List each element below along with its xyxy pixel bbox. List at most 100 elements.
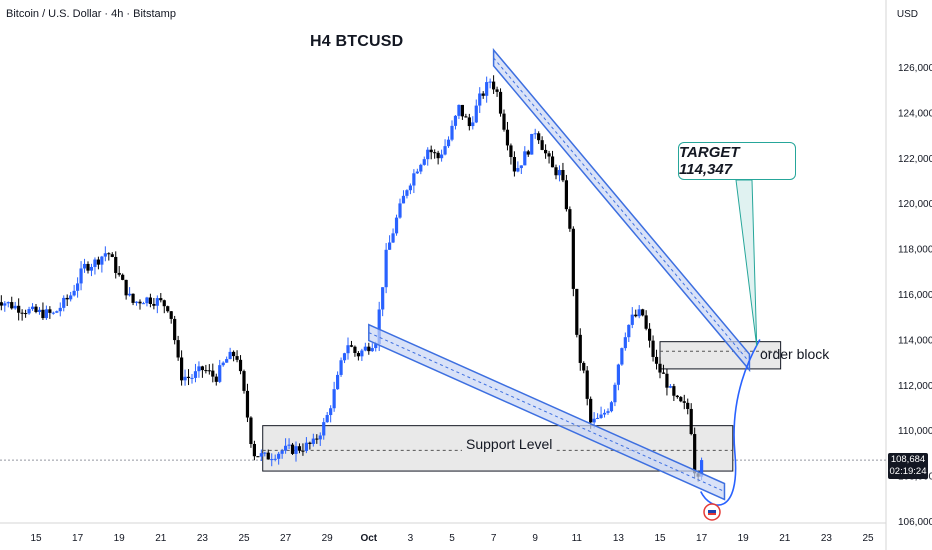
candle-body (540, 140, 544, 150)
candle-body (526, 151, 530, 155)
candle-body (571, 228, 575, 289)
y-tick-label: 120,000 (898, 199, 932, 210)
candle-body (429, 149, 433, 153)
candle-body (27, 309, 31, 314)
candle-body (117, 272, 121, 275)
candle-body (89, 266, 94, 271)
candle-body (693, 434, 697, 474)
candle-body (166, 306, 170, 312)
candle-body (682, 401, 686, 403)
x-tick-label: 5 (449, 533, 455, 544)
candle-body (394, 217, 399, 234)
candle-body (183, 376, 187, 381)
candle-body (173, 318, 177, 341)
candle-body (13, 305, 17, 309)
candle-body (446, 139, 451, 147)
candle-body (353, 346, 357, 353)
y-tick-label: 126,000 (898, 63, 932, 74)
candle-body (502, 113, 506, 130)
candle-body (204, 370, 208, 372)
y-tick-label: 118,000 (898, 245, 932, 256)
candle-body (297, 446, 302, 451)
candle-body (339, 360, 343, 375)
x-axis: 15 17 19 21 23 25 27 29 Oct 3 5 7 9 11 13 15 17 19 21 23 25 (30, 533, 874, 544)
candle-body (405, 190, 409, 196)
candle-body (263, 452, 267, 454)
candle-body (322, 422, 326, 436)
candle-body (561, 169, 565, 181)
candle-body (550, 156, 555, 168)
candle-body (124, 279, 128, 296)
candle-body (689, 408, 693, 435)
candle-body (349, 345, 354, 347)
candle-body (637, 309, 641, 317)
flag-icon[interactable] (703, 503, 721, 521)
candle-body (585, 370, 589, 399)
candle-body (460, 104, 464, 117)
candle-body (606, 411, 610, 413)
currency-label[interactable]: USD (896, 9, 918, 20)
candle-body (128, 293, 132, 296)
candle-body (415, 171, 419, 174)
candle-body (644, 315, 648, 329)
x-tick-label: 25 (238, 533, 250, 544)
candle-body (342, 353, 347, 361)
candle-body (162, 300, 166, 307)
candle-body (381, 287, 385, 310)
y-tick-label: 122,000 (898, 154, 932, 165)
x-tick-label: 19 (738, 533, 750, 544)
candle-body (356, 352, 360, 357)
candle-body (141, 303, 146, 305)
candle-body (596, 417, 600, 419)
candle-body (634, 314, 638, 317)
candle-body (228, 351, 232, 360)
candle-body (564, 180, 568, 210)
candle-body (401, 195, 406, 204)
candle-body (474, 105, 478, 123)
candle-body (30, 306, 35, 310)
candle-body (55, 311, 59, 313)
wedge-lower-channel-midline (368, 332, 725, 492)
candle-body (69, 295, 73, 300)
candle-body (602, 412, 607, 415)
x-tick-label: 17 (696, 533, 708, 544)
candle-body (346, 345, 350, 354)
y-axis: 106,000108,000110,000112,000114,000116,0… (898, 63, 932, 528)
candle-body (301, 450, 305, 452)
candle-body (103, 253, 107, 257)
candle-body (557, 169, 562, 176)
candle-body (284, 445, 288, 451)
candle-body (436, 152, 440, 159)
candle-body (665, 373, 669, 388)
candle-body (599, 414, 603, 418)
candle-body (675, 395, 679, 398)
candle-body (211, 370, 215, 377)
candle-body (661, 372, 666, 374)
candle-body (159, 298, 163, 301)
candle-body (505, 129, 510, 146)
wedge-upper-channel-midline (493, 57, 750, 363)
candle-body (259, 453, 263, 457)
target-callout: TARGET 114,347 (678, 142, 796, 180)
candle-body (471, 122, 475, 127)
candle-body (450, 125, 454, 140)
order-block-label: order block (760, 346, 830, 362)
candle-body (589, 398, 593, 423)
candle-body (509, 145, 513, 158)
candle-body (58, 307, 62, 312)
candle-body (308, 442, 312, 444)
y-tick-label: 106,000 (898, 517, 932, 528)
candle-body (523, 151, 527, 166)
y-tick-label: 110,000 (898, 426, 932, 437)
candle-body (280, 450, 284, 454)
candles-layer (0, 75, 704, 482)
candle-body (408, 185, 412, 191)
candle-body (0, 302, 3, 306)
candle-body (214, 376, 218, 382)
candle-body (485, 82, 489, 96)
candle-body (121, 274, 125, 280)
candle-body (464, 116, 468, 118)
candle-body (668, 386, 672, 388)
candle-body (616, 364, 620, 385)
